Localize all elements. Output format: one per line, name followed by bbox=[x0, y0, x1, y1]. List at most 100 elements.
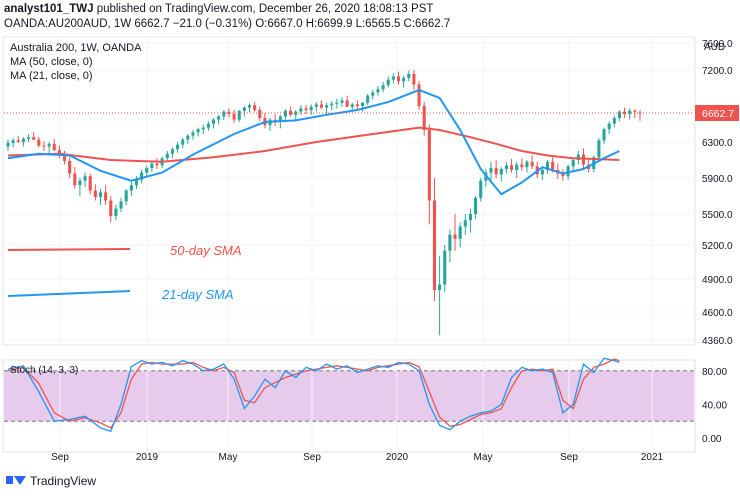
candle-body bbox=[304, 108, 308, 111]
price-tick-label: 5500.0 bbox=[702, 210, 733, 221]
candle-body bbox=[273, 119, 277, 122]
candle-body bbox=[299, 108, 303, 112]
candle-body bbox=[114, 208, 118, 217]
time-tick-label: 2021 bbox=[641, 452, 664, 463]
candle-body bbox=[453, 234, 457, 239]
time-tick-label: Sep bbox=[560, 452, 578, 463]
tradingview-logo-icon bbox=[6, 475, 26, 487]
candle-body bbox=[504, 165, 508, 169]
candle-body bbox=[402, 78, 406, 82]
candle-body bbox=[6, 142, 10, 147]
candle-body bbox=[78, 180, 82, 186]
main-pane-border bbox=[2, 36, 696, 346]
candle-body bbox=[448, 234, 452, 251]
chart-header: analyst101_TWJ published on TradingView.… bbox=[4, 2, 450, 32]
price-chart[interactable]: Australia 200, 1W, OANDA MA (50, close, … bbox=[0, 32, 740, 472]
candle-body bbox=[396, 76, 401, 82]
candle-body bbox=[98, 192, 103, 197]
candle-body bbox=[319, 104, 323, 108]
candle-body bbox=[109, 200, 113, 217]
candle-body bbox=[340, 100, 344, 103]
candle-body bbox=[32, 137, 36, 140]
candle-body bbox=[540, 169, 544, 175]
candle-body bbox=[371, 92, 375, 96]
candle-body bbox=[37, 139, 41, 146]
time-tick-label: 2020 bbox=[386, 452, 409, 463]
candle-body bbox=[11, 140, 15, 143]
stoch-pane: 80.00 40.00 0.00 bbox=[2, 357, 727, 453]
footer-brand[interactable]: TradingView bbox=[6, 474, 96, 488]
candle-body bbox=[191, 132, 195, 136]
candle-body bbox=[427, 130, 431, 201]
candle-body bbox=[68, 160, 72, 174]
indicator-ma50: MA (50, close, 0) bbox=[10, 56, 93, 68]
candles-group bbox=[6, 70, 642, 336]
candle-body bbox=[576, 154, 580, 160]
candle-body bbox=[479, 180, 483, 198]
ma50-line bbox=[7, 126, 620, 163]
candle-body bbox=[42, 145, 46, 147]
candle-body bbox=[422, 106, 426, 131]
candle-body bbox=[289, 110, 293, 115]
candle-body bbox=[83, 176, 87, 181]
candle-body bbox=[386, 79, 390, 86]
candle-body bbox=[206, 123, 210, 128]
price-tick-label: 5200.0 bbox=[702, 241, 733, 252]
candle-body bbox=[227, 111, 231, 115]
moving-averages bbox=[4, 88, 694, 196]
time-tick-label: May bbox=[219, 452, 238, 463]
candle-body bbox=[253, 105, 257, 111]
time-axis[interactable]: Sep 2019 May Sep 2020 May Sep 2021 bbox=[51, 452, 663, 463]
legend-ma50-line bbox=[7, 248, 131, 251]
candle-body bbox=[499, 169, 503, 175]
candle-body bbox=[309, 106, 313, 111]
price-tick-label: 4900.0 bbox=[702, 275, 733, 286]
currency-label: AUD bbox=[704, 42, 725, 53]
publisher-name[interactable]: analyst101_TWJ bbox=[4, 3, 94, 15]
candle-body bbox=[520, 164, 524, 168]
candle-body bbox=[391, 76, 395, 80]
annotation-21-day-sma: 21-day SMA bbox=[161, 287, 234, 302]
candle-body bbox=[165, 153, 169, 159]
candle-body bbox=[612, 118, 616, 124]
candle-body bbox=[314, 104, 318, 107]
stoch-tick-label: 80.00 bbox=[702, 367, 727, 378]
candle-body bbox=[247, 105, 252, 108]
time-tick-label: 2019 bbox=[136, 452, 159, 463]
grid-lines bbox=[4, 38, 694, 344]
candle-body bbox=[155, 163, 159, 166]
candle-body bbox=[73, 173, 77, 186]
candle-body bbox=[222, 111, 226, 117]
candle-body bbox=[407, 74, 411, 79]
candle-body bbox=[119, 201, 123, 209]
price-axis[interactable]: 4360.0 4600.0 4900.0 5200.0 5500.0 5900.0 6300… bbox=[695, 39, 739, 347]
candle-body bbox=[489, 168, 493, 173]
stoch-label: Stoch (14, 3, 3) bbox=[10, 365, 78, 376]
time-tick-label: Sep bbox=[303, 452, 321, 463]
candle-body bbox=[104, 192, 108, 201]
candle-body bbox=[468, 214, 472, 221]
candle-body bbox=[494, 168, 498, 175]
candle-body bbox=[561, 173, 565, 177]
candle-body bbox=[366, 95, 370, 103]
last-price-label: 6662.7 bbox=[702, 108, 734, 120]
price-tick-label: 7200.0 bbox=[702, 66, 733, 77]
candle-body bbox=[633, 110, 637, 112]
price-tick-label: 4600.0 bbox=[702, 308, 733, 319]
candle-body bbox=[232, 114, 236, 120]
chart-title: Australia 200, 1W, OANDA bbox=[10, 42, 142, 54]
candle-body bbox=[463, 220, 467, 227]
candle-body bbox=[181, 139, 185, 145]
indicator-ma21: MA (21, close, 0) bbox=[10, 70, 93, 82]
stoch-pane-border bbox=[2, 359, 696, 453]
legend-ma21-line bbox=[7, 290, 131, 297]
candle-body bbox=[432, 200, 437, 290]
stoch-k-line bbox=[7, 357, 620, 433]
candle-body bbox=[176, 144, 180, 150]
published-text: published on TradingView.com, December 2… bbox=[93, 3, 434, 15]
candle-body bbox=[129, 185, 133, 191]
candle-body bbox=[443, 250, 447, 285]
candle-body bbox=[602, 129, 606, 141]
price-tick-label: 6300.0 bbox=[702, 138, 733, 149]
last-price-tag bbox=[695, 105, 739, 121]
